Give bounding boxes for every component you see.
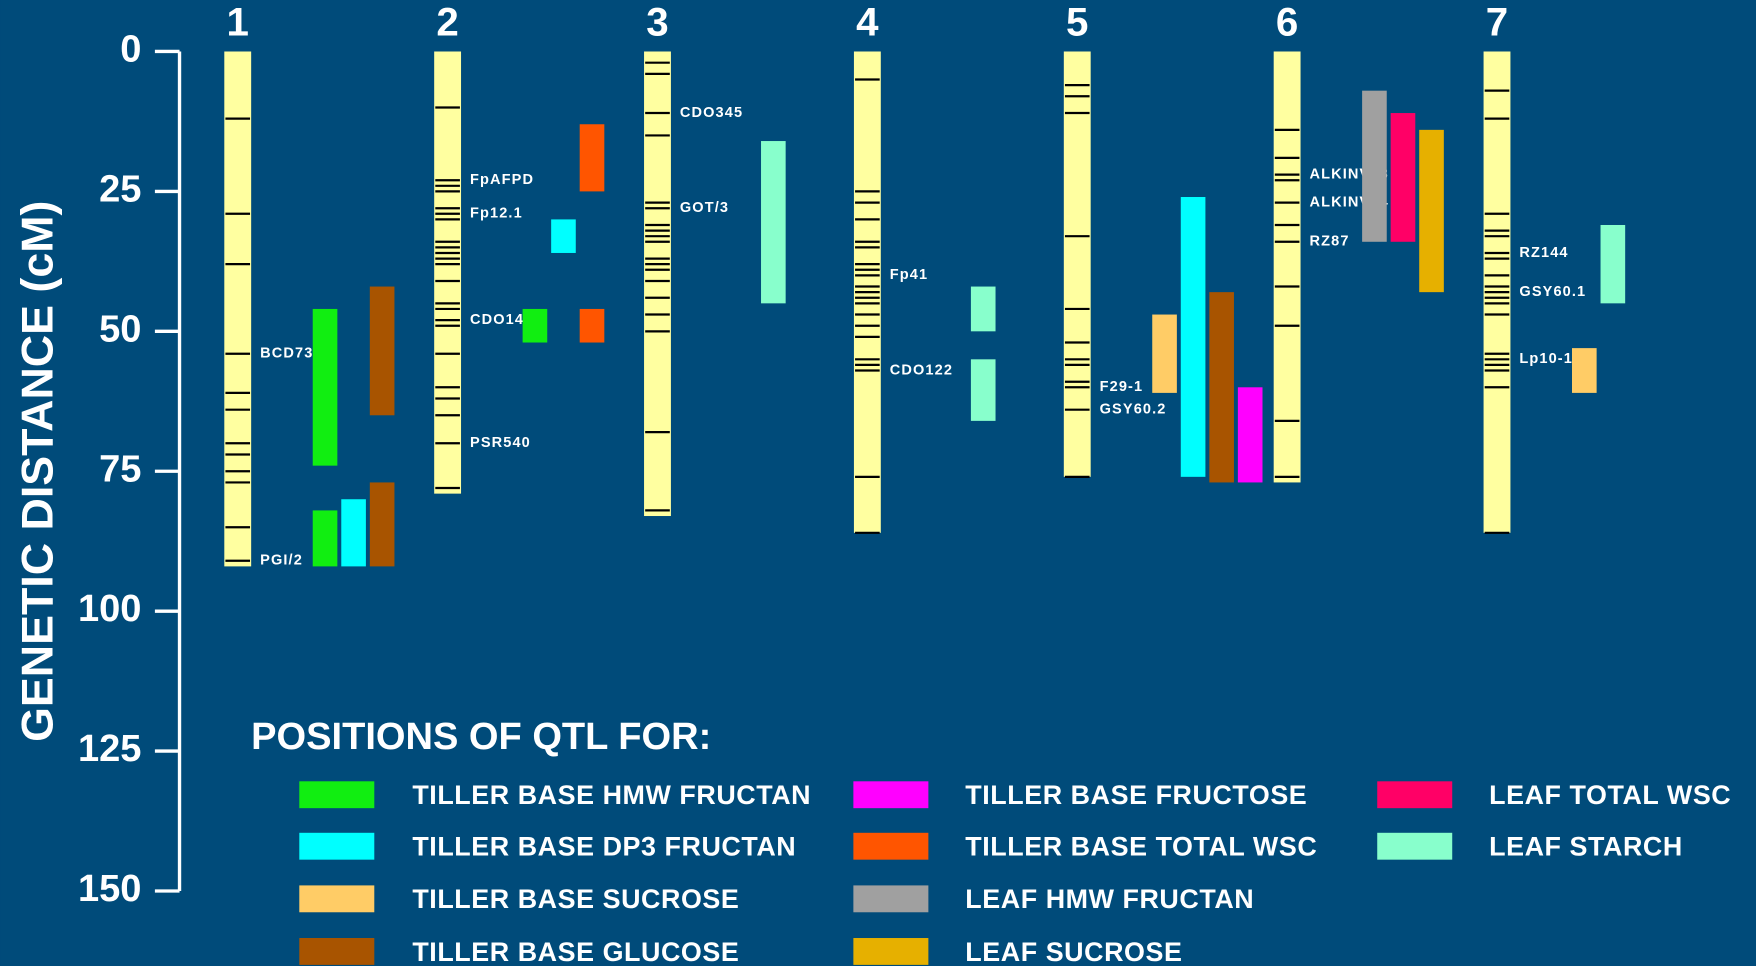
legend-swatch — [299, 938, 375, 965]
legend-swatch — [853, 938, 929, 965]
marker-label: RZ87 — [1310, 234, 1350, 250]
legend-swatch — [853, 781, 929, 809]
legend-label: TILLER BASE SUCROSE — [412, 884, 739, 914]
chromosome — [1273, 51, 1301, 483]
legend-label: TILLER BASE TOTAL WSC — [965, 832, 1317, 862]
qtl-bar — [1180, 197, 1206, 477]
marker-label: GSY60.2 — [1100, 402, 1167, 418]
qtl-bar — [1390, 113, 1416, 242]
legend-swatch — [1377, 781, 1453, 809]
qtl-bar — [341, 499, 366, 567]
legend-label: LEAF STARCH — [1489, 832, 1683, 862]
y-tick-label: 0 — [120, 29, 141, 71]
legend-swatch — [299, 885, 375, 913]
qtl-bar — [970, 359, 996, 421]
qtl-bar — [1209, 292, 1234, 483]
chromosome — [644, 51, 671, 517]
marker-label: PGI/2 — [260, 553, 303, 569]
qtl-bar — [522, 308, 548, 343]
qtl-bar — [369, 286, 395, 416]
marker-label: PSR540 — [470, 435, 531, 451]
legend-label: LEAF SUCROSE — [965, 937, 1182, 966]
y-tick-label: 100 — [78, 588, 141, 630]
legend-label: LEAF HMW FRUCTAN — [965, 884, 1254, 914]
legend-label: TILLER BASE GLUCOSE — [412, 937, 739, 966]
marker-label: GOT/3 — [680, 200, 729, 216]
legend-title: POSITIONS OF QTL FOR: — [251, 716, 711, 758]
marker-label: Fp41 — [890, 267, 928, 283]
chromosome-label: 2 — [436, 0, 458, 44]
y-tick-label: 50 — [99, 308, 141, 350]
legend-label: TILLER BASE HMW FRUCTAN — [412, 780, 811, 810]
qtl-bar — [1362, 90, 1387, 242]
legend-swatch — [853, 885, 929, 913]
legend-swatch — [1377, 832, 1453, 860]
qtl-bar — [761, 141, 786, 304]
qtl-bar — [312, 308, 338, 466]
marker-label: GSY60.1 — [1519, 284, 1586, 300]
qtl-bar — [579, 308, 605, 343]
legend-label: TILLER BASE DP3 FRUCTAN — [412, 832, 796, 862]
legend-label: LEAF TOTAL WSC — [1489, 780, 1731, 810]
chromosome — [224, 51, 252, 567]
marker-label: CDO122 — [890, 362, 953, 378]
chromosome-label: 5 — [1066, 0, 1088, 44]
y-axis-title: GENETIC DISTANCE (cM) — [13, 201, 63, 742]
marker-label: CDO345 — [680, 105, 743, 121]
chromosome-label: 4 — [856, 0, 879, 44]
chromosome-label: 7 — [1486, 0, 1508, 44]
qtl-bar — [312, 510, 338, 567]
marker-label: RZ144 — [1519, 245, 1568, 261]
chromosome-label: 1 — [227, 0, 249, 44]
chromosome-label: 6 — [1276, 0, 1298, 44]
y-tick-label: 125 — [78, 728, 141, 770]
y-tick-label: 150 — [78, 868, 141, 910]
marker-label: Fp12.1 — [470, 206, 523, 222]
qtl-bar — [369, 482, 395, 567]
qtl-bar — [1237, 387, 1263, 483]
chromosome — [1063, 51, 1091, 477]
legend-swatch — [299, 781, 375, 809]
qtl-bar — [551, 219, 576, 253]
qtl-bar — [1571, 348, 1597, 393]
qtl-bar — [1419, 129, 1444, 293]
marker-label: FpAFPD — [470, 172, 534, 188]
y-tick-label: 25 — [99, 168, 141, 210]
legend-swatch — [853, 832, 929, 860]
marker-label: F29-1 — [1100, 379, 1144, 395]
chromosome — [434, 51, 462, 494]
marker-label: BCD738 — [260, 346, 323, 362]
qtl-bar — [1152, 314, 1177, 393]
legend-label: TILLER BASE FRUCTOSE — [965, 780, 1307, 810]
y-tick-label: 75 — [99, 448, 141, 490]
chromosome-label: 3 — [646, 0, 668, 44]
qtl-bar — [579, 124, 605, 192]
qtl-bar — [1600, 224, 1626, 304]
legend-swatch — [299, 832, 375, 860]
qtl-bar — [970, 286, 996, 332]
